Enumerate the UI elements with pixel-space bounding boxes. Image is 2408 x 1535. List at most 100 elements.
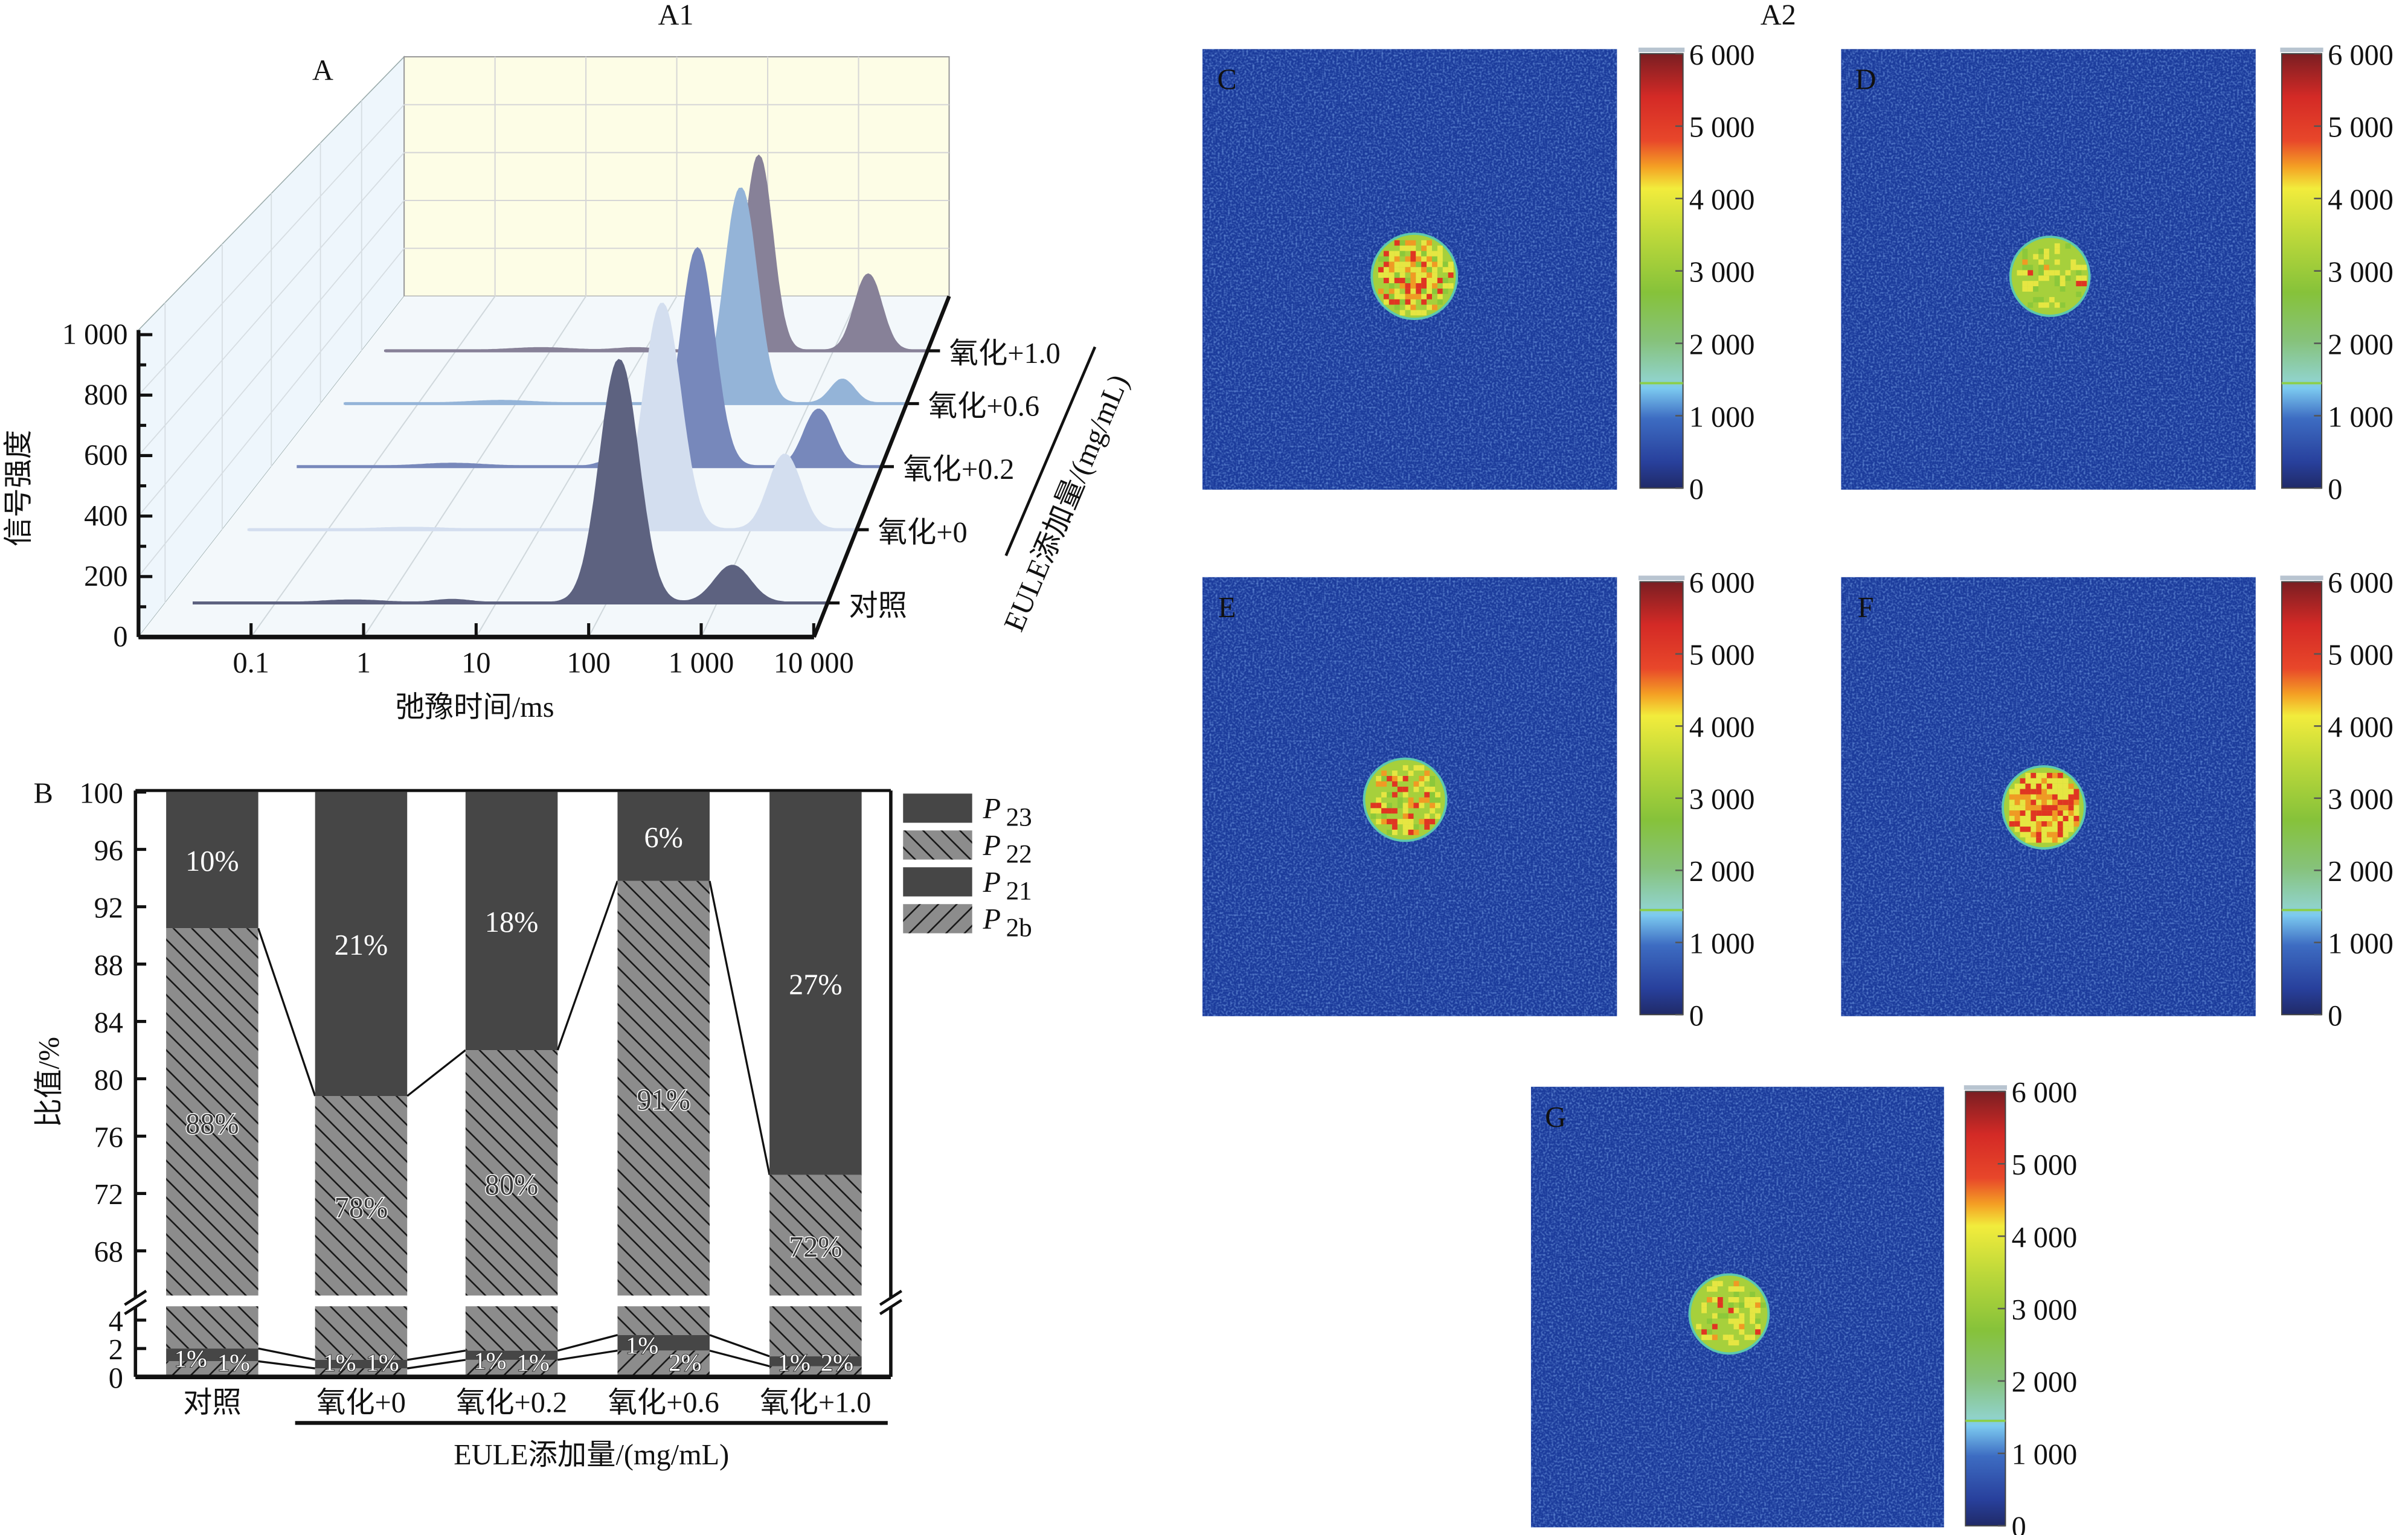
intensity-pixel — [2063, 832, 2069, 838]
intensity-pixel — [2043, 302, 2049, 308]
x-axis-title: EULE添加量/(mg/mL) — [454, 1439, 729, 1471]
colorbar-tick-label: 6 000 — [1689, 567, 1755, 599]
intensity-pixel — [2057, 783, 2063, 789]
intensity-pixel — [1416, 256, 1422, 262]
intensity-pixel — [2036, 821, 2042, 827]
intensity-pixel — [1424, 786, 1430, 792]
intensity-pixel — [1427, 267, 1432, 273]
intensity-pixel — [2052, 805, 2058, 811]
intensity-pixel — [2063, 789, 2069, 795]
intensity-pixel — [1413, 786, 1419, 792]
intensity-pixel — [2025, 816, 2031, 821]
intensity-pixel — [2025, 789, 2031, 795]
intensity-pixel — [1402, 808, 1408, 814]
intensity-pixel — [2022, 281, 2028, 287]
y-tick-label: 200 — [84, 560, 127, 592]
connector-p2b — [709, 1350, 770, 1368]
intensity-pixel — [2081, 281, 2087, 287]
y-tick-label: 4 — [109, 1306, 123, 1338]
intensity-pixel — [1394, 267, 1400, 273]
intensity-pixel — [1707, 1296, 1712, 1303]
intensity-pixel — [1427, 261, 1432, 268]
intensity-pixel — [1421, 288, 1427, 294]
intensity-pixel — [1712, 1324, 1718, 1330]
intensity-pixel — [1416, 310, 1422, 316]
intensity-pixel — [2068, 805, 2074, 811]
legend-subscript: 23 — [1006, 803, 1032, 832]
intensity-pixel — [1392, 781, 1398, 787]
intensity-pixel — [2036, 800, 2042, 806]
intensity-pixel — [1416, 293, 1422, 300]
intensity-pixel — [1427, 251, 1432, 257]
intensity-pixel — [1410, 240, 1416, 246]
intensity-pixel — [1392, 819, 1398, 825]
colorbar-tick-label: 2 000 — [2012, 1367, 2078, 1399]
bar-segment-p21 — [315, 1359, 408, 1369]
intensity-pixel — [1389, 256, 1395, 262]
colorbar-tick-label: 1 000 — [2328, 928, 2394, 960]
intensity-pixel — [1399, 310, 1405, 316]
bar-1: 21% 78% 1% 1% — [315, 792, 408, 1377]
colorbar-tick-label: 5 000 — [1689, 112, 1755, 144]
intensity-pixel — [1381, 819, 1387, 825]
intensity-pixel — [2028, 286, 2034, 292]
intensity-pixel — [1416, 283, 1422, 289]
intensity-pixel — [1431, 283, 1437, 289]
panel-label: G — [1545, 1101, 1566, 1133]
intensity-pixel — [2031, 821, 2037, 827]
x-tick-label: 氧化+0.2 — [456, 1387, 567, 1419]
intensity-pixel — [1739, 1329, 1745, 1335]
bar-segment-p21 — [166, 1348, 258, 1362]
intensity-pixel — [1397, 775, 1403, 781]
intensity-pixel — [1707, 1335, 1712, 1341]
intensity-pixel — [2057, 832, 2063, 838]
intensity-pixel — [1717, 1296, 1723, 1303]
intensity-pixel — [2036, 772, 2042, 778]
intensity-pixel — [2076, 275, 2082, 281]
intensity-pixel — [2054, 259, 2060, 265]
bar-2: 18% 80% 1% 1% — [465, 792, 558, 1377]
intensity-pixel — [1750, 1307, 1756, 1313]
intensity-pixel — [1419, 781, 1425, 787]
intensity-pixel — [1383, 272, 1389, 278]
intensity-pixel — [1739, 1286, 1745, 1292]
label-p2b: 2% — [669, 1349, 701, 1376]
intensity-pixel — [2060, 286, 2066, 292]
z-tick-label: 氧化+1.0 — [949, 338, 1061, 370]
colorbar-tick-label: 2 000 — [2328, 328, 2394, 361]
intensity-pixel — [1421, 267, 1427, 273]
intensity-pixel — [2047, 826, 2052, 832]
intensity-pixel — [1419, 775, 1425, 781]
bar-segment-p2b — [617, 1350, 710, 1377]
intensity-pixel — [2073, 805, 2079, 811]
intensity-pixel — [1419, 803, 1425, 809]
bar-segment-p2b — [769, 1366, 862, 1377]
intensity-pixel — [1389, 267, 1395, 273]
bar-segment-p23 — [769, 792, 862, 1175]
intensity-pixel — [1408, 829, 1414, 835]
intensity-pixel — [1437, 299, 1443, 305]
bar-segment-p22 — [166, 928, 258, 1296]
intensity-pixel — [1408, 813, 1414, 819]
intensity-pixel — [1755, 1318, 1761, 1324]
intensity-pixel — [2063, 805, 2069, 811]
colorbar-tick-label: 6 000 — [2328, 39, 2394, 71]
intensity-pixel — [2041, 816, 2047, 821]
intensity-pixel — [1435, 813, 1440, 819]
intensity-pixel — [2057, 794, 2063, 800]
legend-swatch — [903, 904, 972, 934]
intensity-pixel — [2063, 794, 2069, 800]
intensity-pixel — [2057, 778, 2063, 784]
intensity-pixel — [2033, 254, 2039, 260]
x-tick-label: 1 — [356, 647, 371, 679]
intensity-pixel — [2038, 248, 2044, 254]
z-tick-label: 氧化+0.2 — [903, 453, 1014, 485]
legend-swatch — [903, 867, 972, 897]
intensity-pixel — [2043, 275, 2049, 281]
panel-label: F — [1858, 592, 1874, 624]
sample-region — [2011, 238, 2089, 315]
intensity-pixel — [1701, 1335, 1707, 1341]
intensity-pixel — [1707, 1329, 1712, 1335]
intensity-pixel — [1437, 245, 1443, 251]
